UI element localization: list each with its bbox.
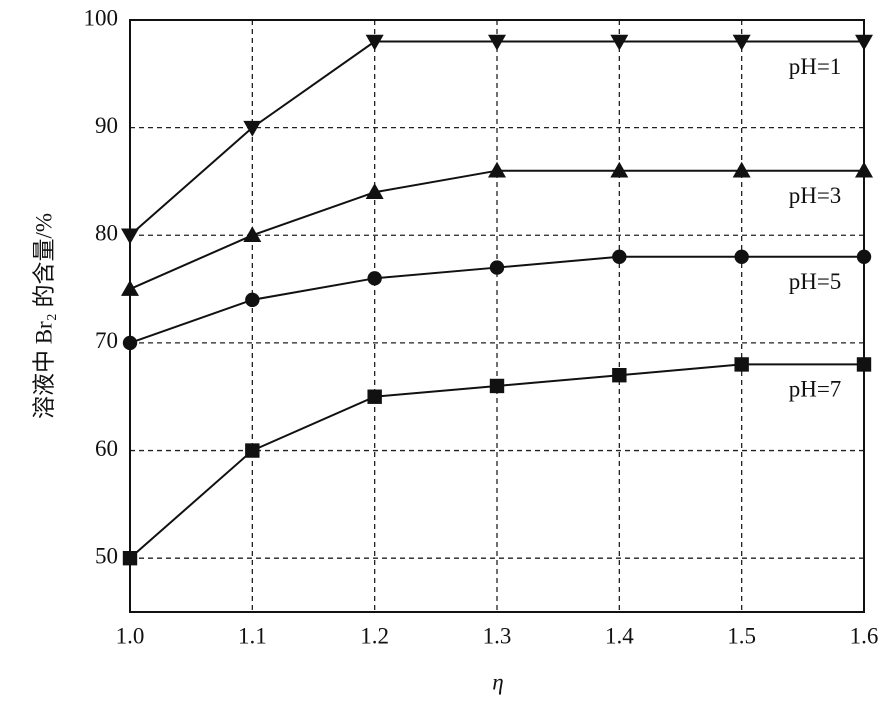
- marker: [489, 260, 505, 275]
- series-label: pH=5: [789, 269, 842, 294]
- series-label: pH=3: [789, 183, 842, 208]
- y-tick-label: 90: [95, 113, 118, 138]
- x-tick-label: 1.4: [605, 623, 634, 648]
- marker: [243, 226, 262, 243]
- marker: [855, 34, 873, 51]
- marker: [856, 357, 872, 372]
- marker: [612, 368, 627, 383]
- marker: [734, 249, 749, 264]
- marker: [488, 34, 506, 51]
- marker: [612, 249, 627, 264]
- marker: [367, 271, 382, 286]
- y-tick-label: 100: [84, 5, 119, 30]
- y-tick-label: 50: [95, 543, 118, 568]
- x-tick-label: 1.5: [727, 623, 756, 648]
- marker: [488, 161, 506, 178]
- y-tick-label: 80: [95, 221, 118, 246]
- marker: [122, 550, 138, 566]
- y-tick-label: 70: [95, 328, 118, 353]
- marker: [732, 161, 751, 178]
- series-label: pH=1: [789, 54, 842, 79]
- marker: [243, 120, 262, 137]
- series-label: pH=7: [789, 377, 842, 402]
- marker: [122, 335, 138, 351]
- marker: [245, 443, 260, 458]
- marker: [489, 378, 505, 394]
- marker: [367, 389, 382, 404]
- y-axis-label: 溶液中 Br₂ 的含量/%: [31, 213, 56, 419]
- x-tick-label: 1.0: [116, 623, 145, 648]
- marker: [365, 183, 384, 199]
- marker: [245, 292, 260, 308]
- y-tick-label: 60: [95, 436, 118, 461]
- x-axis-label: η: [492, 669, 503, 694]
- marker: [610, 161, 629, 178]
- marker: [365, 34, 384, 51]
- marker: [856, 249, 872, 264]
- plot-frame: [129, 19, 865, 613]
- marker: [855, 161, 873, 178]
- x-tick-label: 1.6: [850, 623, 879, 648]
- marker: [734, 357, 749, 372]
- marker: [121, 280, 139, 296]
- marker: [732, 34, 751, 51]
- x-tick-label: 1.3: [483, 623, 512, 648]
- marker: [121, 228, 139, 245]
- marker: [610, 34, 629, 51]
- x-tick-label: 1.2: [360, 623, 389, 648]
- x-tick-label: 1.1: [238, 623, 267, 648]
